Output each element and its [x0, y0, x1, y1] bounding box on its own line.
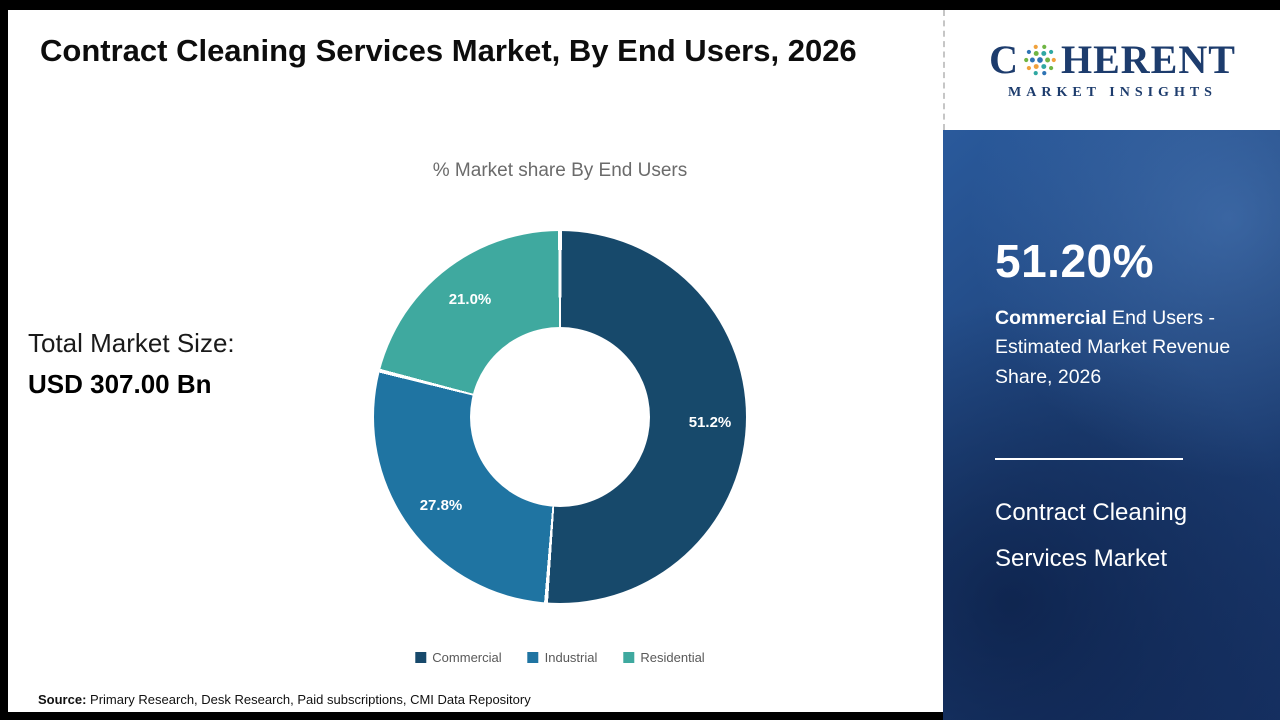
sidebar: C	[943, 10, 1280, 720]
legend-item-residential: Residential	[623, 650, 705, 665]
legend-label: Commercial	[432, 650, 502, 665]
logo-text-c: C	[989, 36, 1019, 82]
donut-chart: 51.2% 27.8% 21.0%	[374, 231, 746, 603]
logo-subtitle: MARKET INSIGHTS	[1008, 84, 1217, 100]
logo-wordmark: C	[989, 36, 1236, 82]
stat-rest-text: End Users - Estimated Market Revenue Sha…	[995, 307, 1231, 388]
highlight-stat-value: 51.20%	[995, 235, 1155, 287]
legend-label: Industrial	[544, 650, 598, 665]
brand-logo: C	[943, 10, 1280, 130]
main-chart-area: Contract Cleaning Services Market, By En…	[8, 10, 943, 712]
page-title: Contract Cleaning Services Market, By En…	[40, 33, 857, 68]
slice-label-commercial: 51.2%	[688, 414, 732, 431]
legend-marker-industrial	[527, 652, 539, 663]
chart-legend: Commercial Industrial Residential	[415, 650, 705, 665]
legend-marker-residential	[623, 652, 635, 663]
panel-market-name: Contract Cleaning Services Market	[995, 499, 1188, 572]
source-line: Source: Primary Research, Desk Research,…	[38, 692, 531, 707]
bottom-frame-bar	[0, 712, 943, 720]
total-market-label: Total Market Size:	[28, 328, 235, 358]
slice-label-residential: 21.0%	[448, 291, 492, 308]
chart-subtitle: % Market share By End Users	[432, 160, 688, 181]
total-market-value: USD 307.00 Bn	[28, 369, 212, 399]
highlight-stat-description: Commercial End Users - Estimated Market …	[995, 304, 1235, 392]
slice-label-industrial: 27.8%	[419, 497, 463, 514]
top-frame-bar	[0, 0, 1280, 10]
total-market-block: Total Market Size: USD 307.00 Bn	[28, 328, 235, 400]
legend-item-industrial: Industrial	[527, 650, 598, 665]
source-text: Primary Research, Desk Research, Paid su…	[86, 692, 531, 707]
left-frame-bar	[0, 10, 8, 712]
source-label: Source:	[38, 692, 87, 707]
panel-divider	[995, 458, 1183, 460]
legend-label: Residential	[640, 650, 705, 665]
logo-text-herent: HERENT	[1060, 36, 1236, 82]
legend-item-commercial: Commercial	[415, 650, 502, 665]
legend-marker-commercial	[415, 652, 427, 663]
stat-highlight-word: Commercial	[995, 307, 1107, 329]
logo-dots-icon	[1024, 44, 1056, 75]
donut-hole	[470, 327, 650, 507]
highlight-panel: 51.20% Commercial End Users - Estimated …	[943, 130, 1280, 720]
